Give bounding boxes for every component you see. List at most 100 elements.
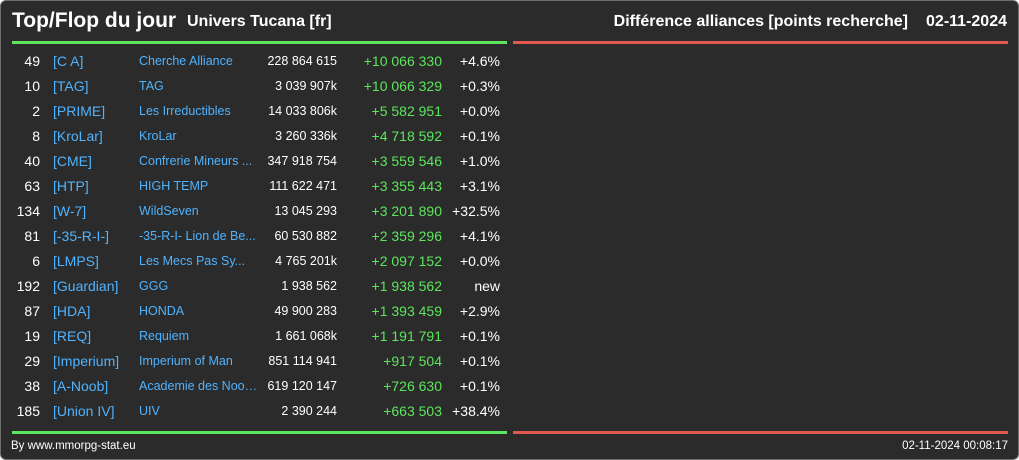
points-cell: 2 390 244 xyxy=(281,404,337,418)
table-row: 185 [Union IV] UIV 2 390 244 +663 503 +38.4% xyxy=(12,398,507,423)
alliance-name-link[interactable]: Les Irreductibles xyxy=(139,104,231,118)
alliance-tag-link[interactable]: [Imperium] xyxy=(53,353,120,369)
alliance-tag-link[interactable]: [REQ] xyxy=(53,328,92,344)
alliance-tag-link[interactable]: [-35-R-I-] xyxy=(53,228,109,244)
points-cell: 3 260 336k xyxy=(275,129,337,143)
alliance-name-link[interactable]: TAG xyxy=(139,79,164,93)
rank-cell: 185 xyxy=(16,403,40,419)
rank-cell: 2 xyxy=(32,103,40,119)
point-difference-cell: +726 630 xyxy=(383,378,442,394)
point-difference-cell: +917 504 xyxy=(383,353,442,369)
percent-change-cell: +38.4% xyxy=(452,403,500,419)
percent-change-cell: +0.0% xyxy=(459,253,500,269)
table-row: 63 [HTP] HIGH TEMP 111 622 471 +3 355 443 +3.… xyxy=(12,173,507,198)
alliance-name-link[interactable]: Les Mecs Pas Sy... xyxy=(139,254,246,268)
point-difference-cell: +4 718 592 xyxy=(371,128,442,144)
percent-change-cell: +0.3% xyxy=(459,78,500,94)
points-cell: 4 765 201k xyxy=(275,254,337,268)
alliance-name-link[interactable]: Confrerie Mineurs ... xyxy=(139,154,253,168)
bottom-divider-green xyxy=(12,431,507,434)
footer-timestamp: 02-11-2024 00:08:17 xyxy=(902,440,1008,452)
percent-change-cell: +4.1% xyxy=(459,228,500,244)
rank-cell: 63 xyxy=(24,178,40,194)
point-difference-cell: +2 097 152 xyxy=(371,253,442,269)
percent-change-cell: +4.6% xyxy=(459,53,500,69)
alliance-tag-link[interactable]: [LMPS] xyxy=(53,253,99,269)
table-row: 38 [A-Noob] Academie des Noob... 619 120 14… xyxy=(12,373,507,398)
alliance-tag-link[interactable]: [W-7] xyxy=(53,203,87,219)
points-cell: 228 864 615 xyxy=(267,54,337,68)
alliance-tag-link[interactable]: [PRIME] xyxy=(53,103,106,119)
point-difference-cell: +3 201 890 xyxy=(371,203,442,219)
point-difference-cell: +3 355 443 xyxy=(371,178,442,194)
alliance-tag-link[interactable]: [TAG] xyxy=(53,78,89,94)
percent-change-cell: +0.0% xyxy=(459,103,500,119)
alliance-tag-link[interactable]: [CME] xyxy=(53,153,92,169)
footer-credit-link[interactable]: By www.mmorpg-stat.eu xyxy=(11,440,136,452)
table-row: 10 [TAG] TAG 3 039 907k +10 066 329 +0.3% xyxy=(12,73,507,98)
alliance-name-link[interactable]: Cherche Alliance xyxy=(139,54,233,68)
percent-change-cell: +3.1% xyxy=(459,178,500,194)
points-cell: 49 900 283 xyxy=(274,304,337,318)
rank-cell: 19 xyxy=(24,328,40,344)
rank-cell: 81 xyxy=(24,228,40,244)
alliance-tag-link[interactable]: [HTP] xyxy=(53,178,89,194)
alliance-tag-link[interactable]: [Guardian] xyxy=(53,278,119,294)
points-cell: 619 120 147 xyxy=(267,379,337,393)
ranking-type-label: Différence alliances [points recherche] xyxy=(613,13,908,30)
percent-change-cell: +0.1% xyxy=(459,353,500,369)
table-row: 81 [-35-R-I-] -35-R-I- Lion de Be... 60 530… xyxy=(12,223,507,248)
table-row: 6 [LMPS] Les Mecs Pas Sy... 4 765 201k +2 09… xyxy=(12,248,507,273)
alliance-tag-link[interactable]: [A-Noob] xyxy=(53,378,109,394)
point-difference-cell: +663 503 xyxy=(383,403,442,419)
points-cell: 111 622 471 xyxy=(269,179,337,193)
alliance-tag-link[interactable]: [KroLar] xyxy=(53,128,103,144)
points-cell: 14 033 806k xyxy=(268,104,337,118)
table-row: 19 [REQ] Requiem 1 661 068k +1 191 791 +0.1% xyxy=(12,323,507,348)
table-row: 40 [CME] Confrerie Mineurs ... 347 918 754 +… xyxy=(12,148,507,173)
top-list: 49 [C A] Cherche Alliance 228 864 615 +10 06… xyxy=(12,48,507,423)
universe-label: Univers Tucana [fr] xyxy=(187,13,332,30)
alliance-tag-link[interactable]: [HDA] xyxy=(53,303,91,319)
alliance-name-link[interactable]: Academie des Noob... xyxy=(139,379,261,393)
table-row: 87 [HDA] HONDA 49 900 283 +1 393 459 +2.9% xyxy=(12,298,507,323)
alliance-name-link[interactable]: KroLar xyxy=(139,129,177,143)
percent-change-cell: +0.1% xyxy=(459,378,500,394)
flop-divider-red xyxy=(513,41,1008,44)
rank-cell: 6 xyxy=(32,253,40,269)
point-difference-cell: +1 393 459 xyxy=(371,303,442,319)
rank-cell: 192 xyxy=(16,278,40,294)
alliance-name-link[interactable]: WildSeven xyxy=(139,204,199,218)
alliance-name-link[interactable]: Imperium of Man xyxy=(139,354,233,368)
alliance-name-link[interactable]: -35-R-I- Lion de Be... xyxy=(139,229,256,243)
alliance-tag-link[interactable]: [Union IV] xyxy=(53,403,115,419)
alliance-tag-link[interactable]: [C A] xyxy=(53,53,84,69)
point-difference-cell: +2 359 296 xyxy=(371,228,442,244)
percent-change-cell: +2.9% xyxy=(459,303,500,319)
points-cell: 851 114 941 xyxy=(268,354,337,368)
points-cell: 1 661 068k xyxy=(275,329,337,343)
point-difference-cell: +3 559 546 xyxy=(371,153,442,169)
alliance-name-link[interactable]: GGG xyxy=(139,279,169,293)
alliance-name-link[interactable]: UIV xyxy=(139,404,160,418)
alliance-name-link[interactable]: Requiem xyxy=(139,329,190,343)
rank-cell: 29 xyxy=(24,353,40,369)
rank-cell: 87 xyxy=(24,303,40,319)
percent-change-cell: +1.0% xyxy=(459,153,500,169)
point-difference-cell: +5 582 951 xyxy=(371,103,442,119)
percent-change-cell: +32.5% xyxy=(452,203,500,219)
point-difference-cell: +10 066 329 xyxy=(363,78,442,94)
bottom-divider-red xyxy=(513,431,1008,434)
alliance-name-link[interactable]: HONDA xyxy=(139,304,185,318)
percent-change-cell: +0.1% xyxy=(459,328,500,344)
points-cell: 13 045 293 xyxy=(274,204,337,218)
percent-change-cell: new xyxy=(474,278,500,294)
table-row: 8 [KroLar] KroLar 3 260 336k +4 718 592 +0.1% xyxy=(12,123,507,148)
table-row: 29 [Imperium] Imperium of Man 851 114 941 +9… xyxy=(12,348,507,373)
rank-cell: 49 xyxy=(24,53,40,69)
rank-cell: 8 xyxy=(32,128,40,144)
table-row: 134 [W-7] WildSeven 13 045 293 +3 201 890 +32… xyxy=(12,198,507,223)
alliance-name-link[interactable]: HIGH TEMP xyxy=(139,179,209,193)
rank-cell: 38 xyxy=(24,378,40,394)
